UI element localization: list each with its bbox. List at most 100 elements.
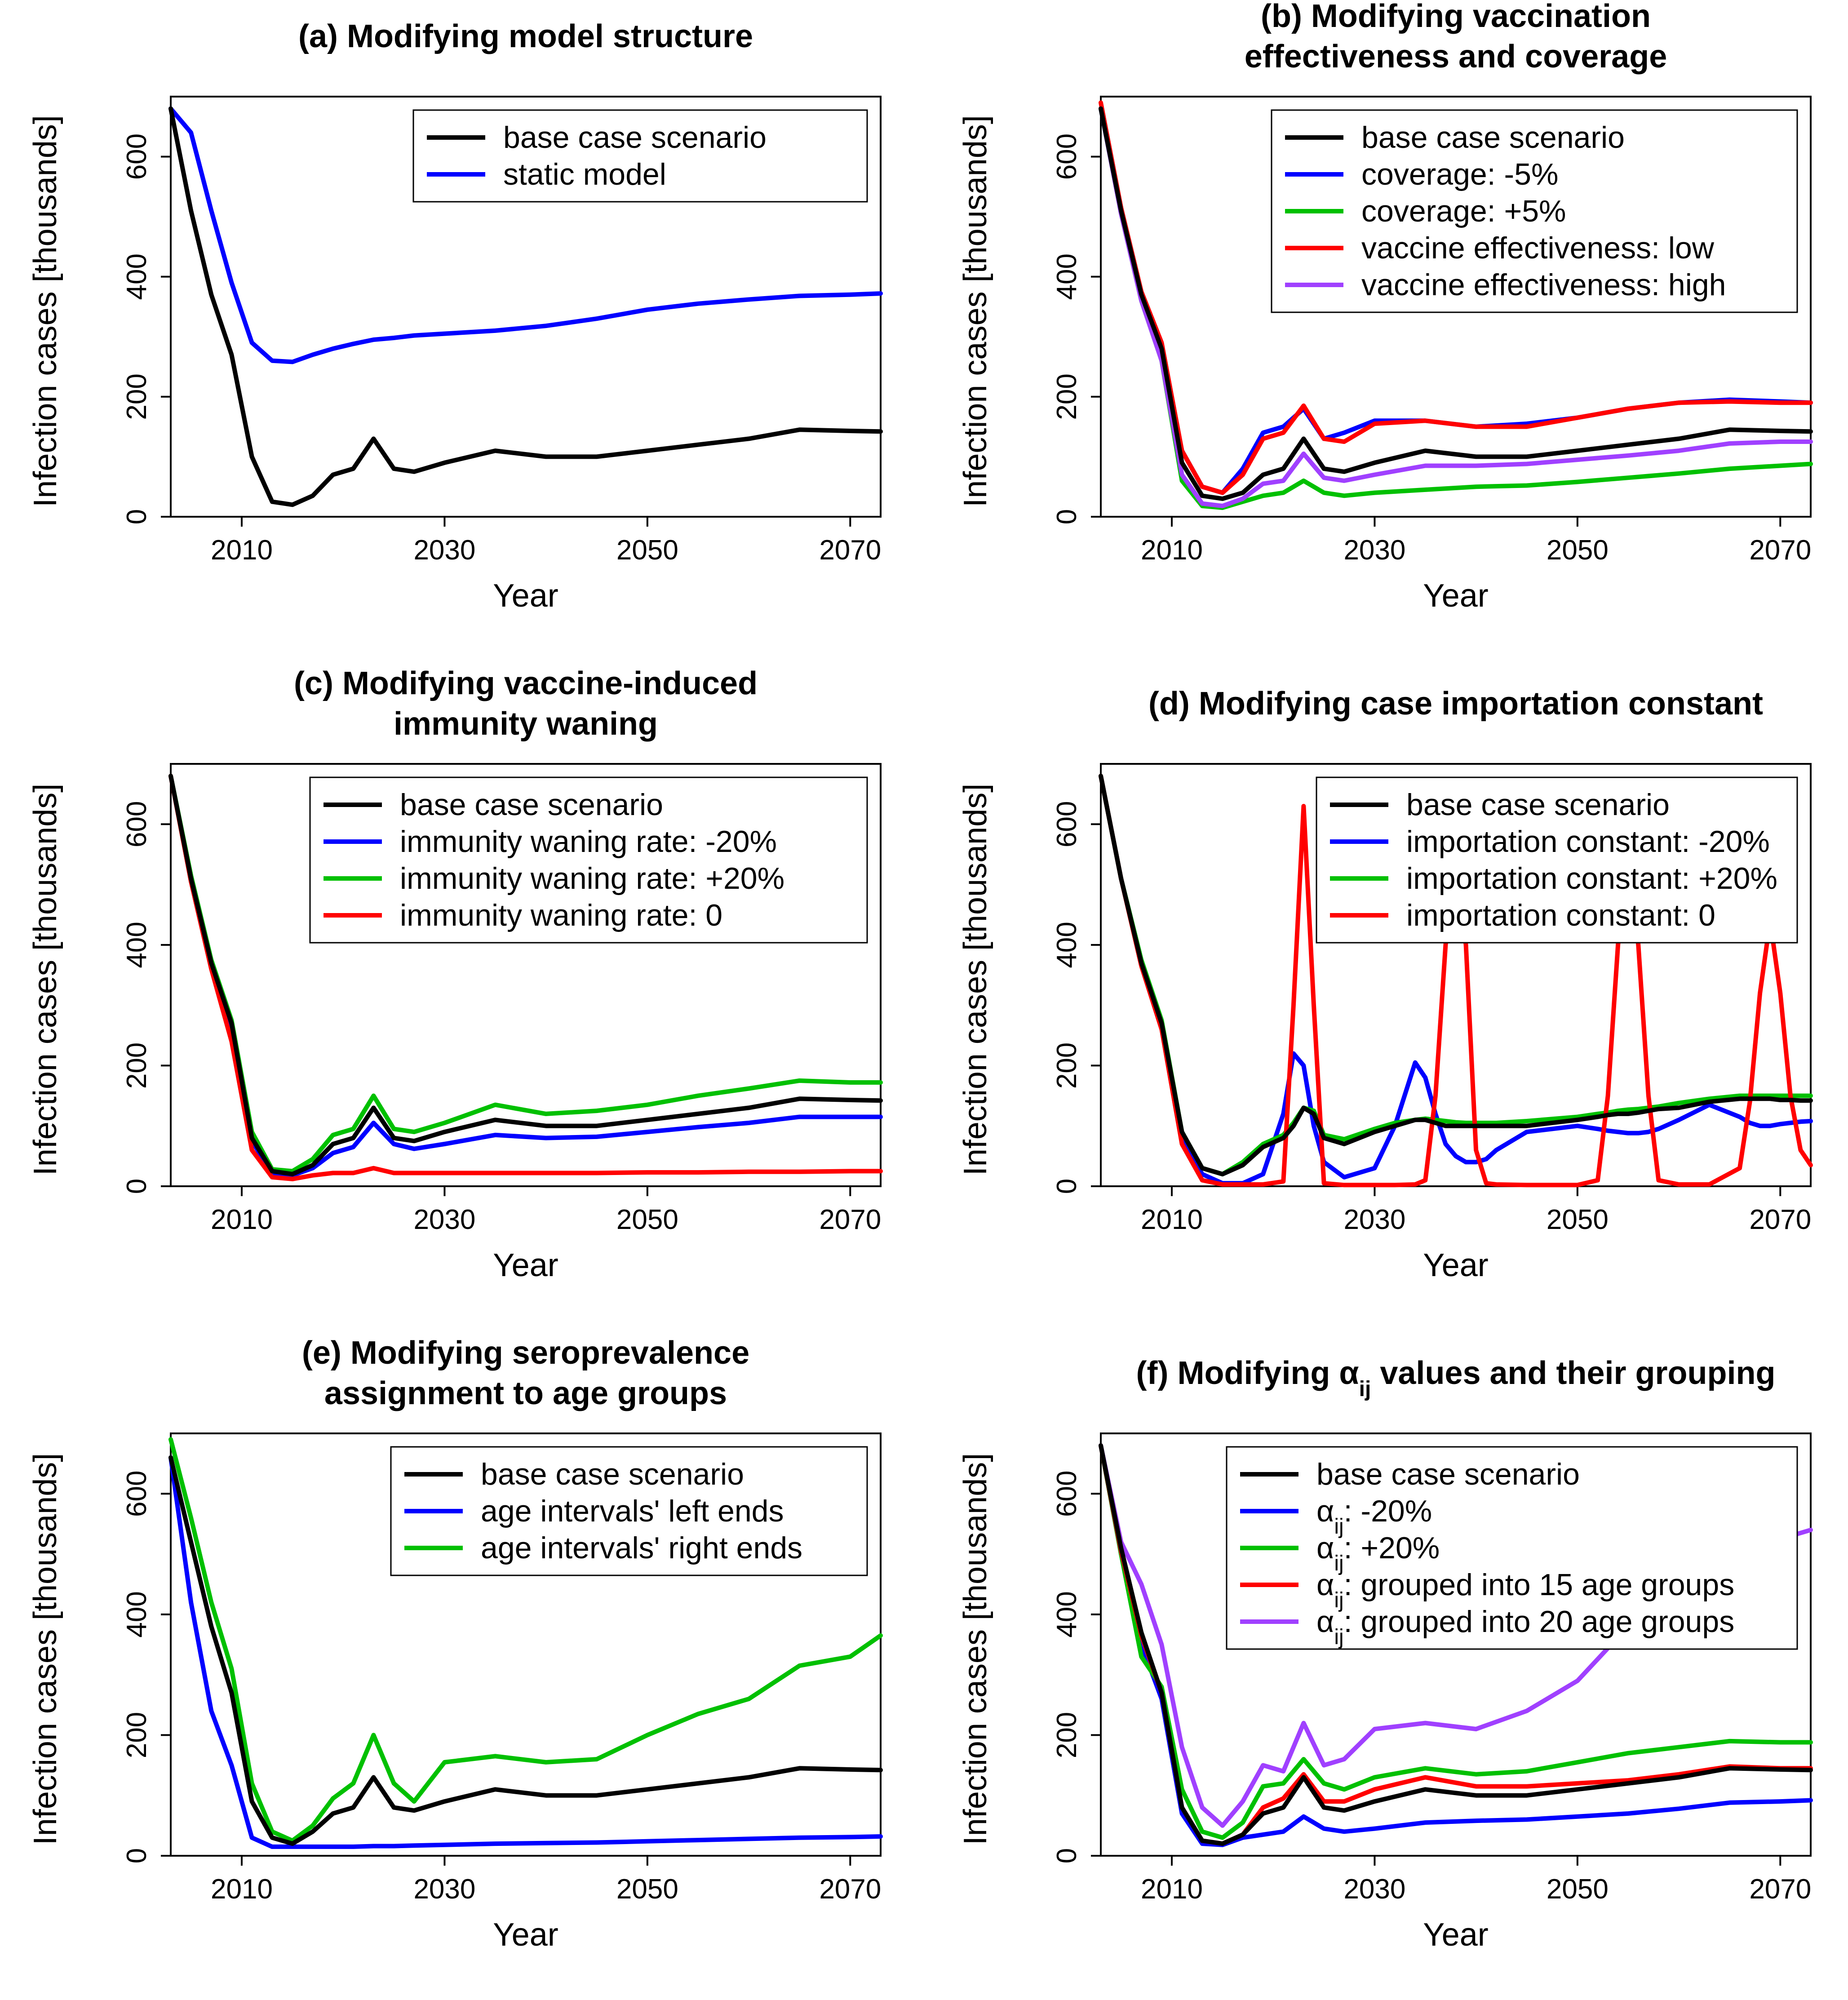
panel-d-series-line-2 — [1099, 773, 1813, 1186]
panel-a-ytick-label: 0 — [121, 509, 152, 524]
panel-f-legend-label: αij: +20% — [1316, 1531, 1440, 1575]
panel-d-ytick-label: 200 — [1051, 1042, 1082, 1089]
panel-f-xtick-label: 2010 — [1141, 1874, 1203, 1905]
panel-b-ytick-label: 200 — [1051, 373, 1082, 420]
panel-c-ytick-label: 400 — [121, 922, 152, 968]
panel-a-series-line-2 — [168, 106, 883, 364]
panel-f-title: (f) Modifying αij values and their group… — [1136, 1355, 1776, 1401]
panel-f-legend-label: αij: grouped into 20 age groups — [1316, 1605, 1734, 1649]
panel-c-legend-label: immunity waning rate: 0 — [400, 898, 722, 932]
panel-f-series-line-3 — [1099, 1443, 1813, 1840]
panel-c-title-line-2: immunity waning — [394, 706, 658, 742]
panel-a-ytick-label: 400 — [121, 253, 152, 300]
panel-d-legend-label: importation constant: -20% — [1406, 825, 1770, 859]
panel-f-ylabel: Infection cases [thousands] — [957, 1453, 993, 1845]
panel-b-legend-label: base case scenario — [1361, 120, 1625, 155]
panel-e-series-line-2 — [168, 1455, 883, 1849]
panel-a-xtick-label: 2010 — [211, 535, 273, 566]
panel-c-legend-box — [309, 776, 868, 944]
panel-e-legend-label: base case scenario — [481, 1457, 744, 1491]
panel-a-legend-box — [412, 109, 868, 203]
panel-f: (f) Modifying αij values and their group… — [957, 1355, 1813, 1953]
panel-d-plot-frame — [1100, 763, 1812, 1187]
panel-a-legend-label: base case scenario — [503, 120, 767, 155]
panel-e-ytick-label: 0 — [121, 1848, 152, 1863]
panel-d-xlabel: Year — [1423, 1247, 1488, 1283]
panel-b-ytick-label: 600 — [1051, 133, 1082, 180]
panel-d-ylabel: Infection cases [thousands] — [957, 784, 993, 1176]
panel-b-ytick-label: 400 — [1051, 253, 1082, 300]
panel-c: (c) Modifying vaccine-induced immunity wa… — [27, 665, 883, 1283]
panel-d-legend-label: importation constant: +20% — [1406, 861, 1777, 896]
panel-a-title: (a) Modifying model structure — [298, 18, 753, 54]
panel-d-ytick-label: 600 — [1051, 801, 1082, 847]
panel-d-series-line-1 — [1099, 773, 1813, 1177]
panel-c-ytick-label: 0 — [121, 1179, 152, 1194]
panel-f-ytick-label: 400 — [1051, 1591, 1082, 1637]
panel-f-legend-box — [1226, 1446, 1798, 1650]
panel-d-title: (d) Modifying case importation constant — [1148, 686, 1763, 722]
panel-d-xtick-label: 2010 — [1141, 1204, 1203, 1235]
panel-f-ytick-label: 0 — [1051, 1848, 1082, 1863]
panel-a-ylabel: Infection cases [thousands] — [27, 115, 63, 507]
panel-d-xtick-label: 2030 — [1343, 1204, 1405, 1235]
panel-f-series-line-1 — [1099, 1443, 1813, 1846]
panel-c-ytick-label: 200 — [121, 1042, 152, 1089]
panel-e-ytick-label: 600 — [121, 1471, 152, 1517]
panel-e-ytick-label: 200 — [121, 1712, 152, 1758]
panel-b-xlabel: Year — [1423, 578, 1488, 614]
panel-a-xtick-label: 2050 — [616, 535, 678, 566]
panel-e-legend-label: age intervals' left ends — [481, 1494, 784, 1528]
panel-e: (e) Modifying seroprevalence assignment t… — [27, 1335, 883, 1953]
panel-d: (d) Modifying case importation constant 2… — [957, 686, 1813, 1283]
panel-e-xtick-label: 2010 — [211, 1874, 273, 1905]
panel-d-legend-label: importation constant: 0 — [1406, 898, 1715, 932]
panel-b-xtick-label: 2050 — [1547, 535, 1609, 566]
panel-e-xtick-label: 2050 — [616, 1874, 678, 1905]
panel-b-legend-box — [1271, 109, 1798, 313]
panel-f-xtick-label: 2070 — [1749, 1874, 1811, 1905]
panel-f-xtick-label: 2050 — [1547, 1874, 1609, 1905]
panel-c-series-line-4 — [168, 773, 883, 1181]
panel-a-series-line-1 — [168, 106, 883, 507]
panel-a-ytick-label: 200 — [121, 373, 152, 420]
panel-f-xtick-label: 2030 — [1343, 1874, 1405, 1905]
panel-f-legend-label: base case scenario — [1316, 1457, 1580, 1491]
panel-c-xlabel: Year — [493, 1247, 558, 1283]
panel-c-ytick-label: 600 — [121, 801, 152, 847]
panel-d-ytick-label: 0 — [1051, 1179, 1082, 1194]
panel-e-series-line-3 — [168, 1437, 883, 1843]
panel-e-title-line-1: (e) Modifying seroprevalence — [302, 1335, 749, 1371]
panel-d-xtick-label: 2050 — [1547, 1204, 1609, 1235]
panel-a: (a) Modifying model structure 2010 2030 205… — [27, 18, 883, 614]
panel-f-ytick-label: 600 — [1051, 1471, 1082, 1517]
panel-a-legend-label: static model — [503, 157, 666, 191]
panel-c-xtick-label: 2010 — [211, 1204, 273, 1235]
panel-d-ytick-label: 400 — [1051, 922, 1082, 968]
panel-e-ytick-label: 400 — [121, 1591, 152, 1637]
panel-a-xtick-label: 2070 — [819, 535, 881, 566]
panel-c-ylabel: Infection cases [thousands] — [27, 784, 63, 1176]
panel-f-legend-label: αij: grouped into 15 age groups — [1316, 1568, 1734, 1612]
panel-f-legend-label: αij: -20% — [1316, 1494, 1432, 1539]
panel-b-legend-label: vaccine effectiveness: high — [1361, 268, 1726, 302]
panel-e-xtick-label: 2070 — [819, 1874, 881, 1905]
panel-e-plot-frame — [170, 1432, 882, 1857]
panel-d-xtick-label: 2070 — [1749, 1204, 1811, 1235]
panel-b-legend-label: vaccine effectiveness: low — [1361, 231, 1715, 265]
panel-e-legend-box — [390, 1446, 868, 1576]
panel-c-xtick-label: 2050 — [616, 1204, 678, 1235]
panel-b-xtick-label: 2070 — [1749, 535, 1811, 566]
panel-b-xtick-label: 2030 — [1343, 535, 1405, 566]
panel-e-xtick-label: 2030 — [413, 1874, 475, 1905]
panel-b-legend-label: coverage: +5% — [1361, 194, 1566, 228]
panel-f-ytick-label: 200 — [1051, 1712, 1082, 1758]
panel-e-xlabel: Year — [493, 1917, 558, 1953]
panel-f-plot-frame — [1100, 1432, 1812, 1857]
panel-d-series-line-4 — [1099, 773, 1813, 1188]
panel-e-series-line-1 — [168, 1455, 883, 1846]
